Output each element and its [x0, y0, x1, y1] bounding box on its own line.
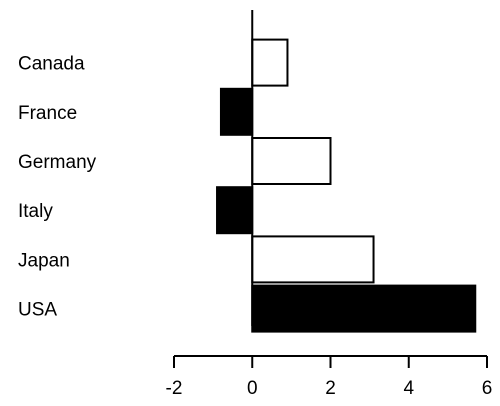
category-label-france: France — [18, 103, 77, 124]
x-tick-label-0: -2 — [166, 378, 183, 399]
bars-layer — [217, 40, 475, 332]
category-label-germany: Germany — [18, 152, 97, 173]
bar-japan — [252, 236, 373, 282]
category-label-usa: USA — [18, 300, 57, 321]
x-tick-label-4: 6 — [482, 378, 493, 399]
bar-usa — [252, 286, 475, 332]
bar-germany — [252, 138, 330, 184]
bar-canada — [252, 40, 287, 86]
category-labels: Canada France Germany Italy Japan USA — [18, 54, 97, 321]
x-tick-label-2: 2 — [325, 378, 336, 399]
x-axis-ticks: -2 0 2 4 6 — [166, 356, 493, 399]
x-tick-label-1: 0 — [247, 378, 258, 399]
category-label-japan: Japan — [18, 250, 70, 271]
category-label-canada: Canada — [18, 54, 85, 75]
bar-france — [221, 89, 252, 135]
category-label-italy: Italy — [18, 201, 53, 222]
bar-italy — [217, 187, 252, 233]
x-tick-label-3: 4 — [403, 378, 414, 399]
